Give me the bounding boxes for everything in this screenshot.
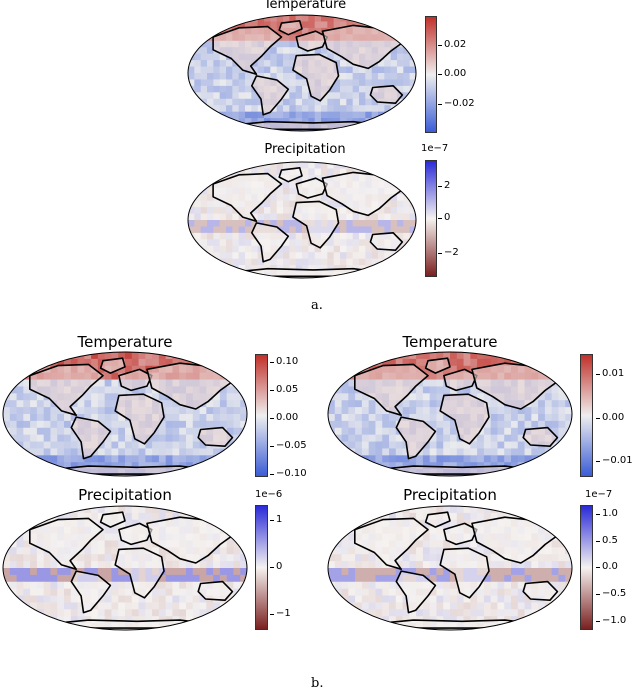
colorbar-exponent: 1e−7 [421, 143, 449, 154]
colorbar-tick: 0 [437, 212, 451, 223]
colorbar-tick: 0.10 [269, 356, 299, 367]
colorbar-tick: 0.00 [595, 412, 625, 423]
colorbar-a-temperature [425, 16, 437, 133]
title-b-temperature-right: Temperature [402, 333, 498, 351]
colorbar-tick: 0.00 [269, 412, 299, 423]
colorbar-tick: 0.5 [596, 535, 618, 546]
colorbar-tick: −1 [270, 608, 291, 619]
title-b-temperature-left: Temperature [77, 333, 173, 351]
colorbar-exponent: 1e−7 [585, 489, 613, 500]
colorbar-tick: −1.0 [595, 615, 627, 626]
colorbar-tick: −0.05 [270, 440, 307, 451]
colorbar-tick: 0.0 [596, 561, 618, 572]
caption-a: a. [311, 298, 323, 313]
colorbar-tick: −0.5 [595, 588, 627, 599]
colorbar-b-temperature-left [255, 354, 268, 477]
caption-b: b. [311, 676, 324, 691]
colorbar-tick: 0 [269, 561, 283, 572]
colorbar-b-precipitation-left [255, 505, 268, 630]
title-a-temperature: Temperature [263, 0, 347, 12]
colorbar-tick: −0.10 [270, 468, 307, 479]
map-a-temperature [187, 14, 417, 132]
colorbar-tick: 2 [437, 180, 451, 191]
colorbar-b-temperature-right [580, 354, 593, 477]
colorbar-tick: −2 [438, 247, 459, 258]
colorbar-tick: 0.02 [437, 39, 467, 50]
colorbar-a-precipitation [425, 160, 437, 277]
title-b-precipitation-left: Precipitation [78, 486, 172, 504]
colorbar-b-precipitation-right [580, 505, 593, 630]
colorbar-exponent: 1e−6 [255, 489, 283, 500]
title-a-precipitation: Precipitation [264, 142, 346, 157]
map-a-precipitation [187, 161, 417, 279]
colorbar-tick: 1 [269, 514, 283, 525]
map-b-precipitation-right [327, 505, 573, 631]
title-b-precipitation-right: Precipitation [403, 486, 497, 504]
colorbar-tick: −0.02 [438, 98, 475, 109]
colorbar-tick: 0.05 [269, 384, 299, 395]
colorbar-tick: 0.00 [437, 68, 467, 79]
map-b-temperature-left [2, 351, 248, 477]
colorbar-tick: 0.01 [595, 368, 625, 379]
colorbar-tick: 1.0 [596, 508, 618, 519]
map-b-precipitation-left [2, 505, 248, 631]
colorbar-tick: −0.01 [596, 455, 633, 466]
map-b-temperature-right [327, 351, 573, 477]
